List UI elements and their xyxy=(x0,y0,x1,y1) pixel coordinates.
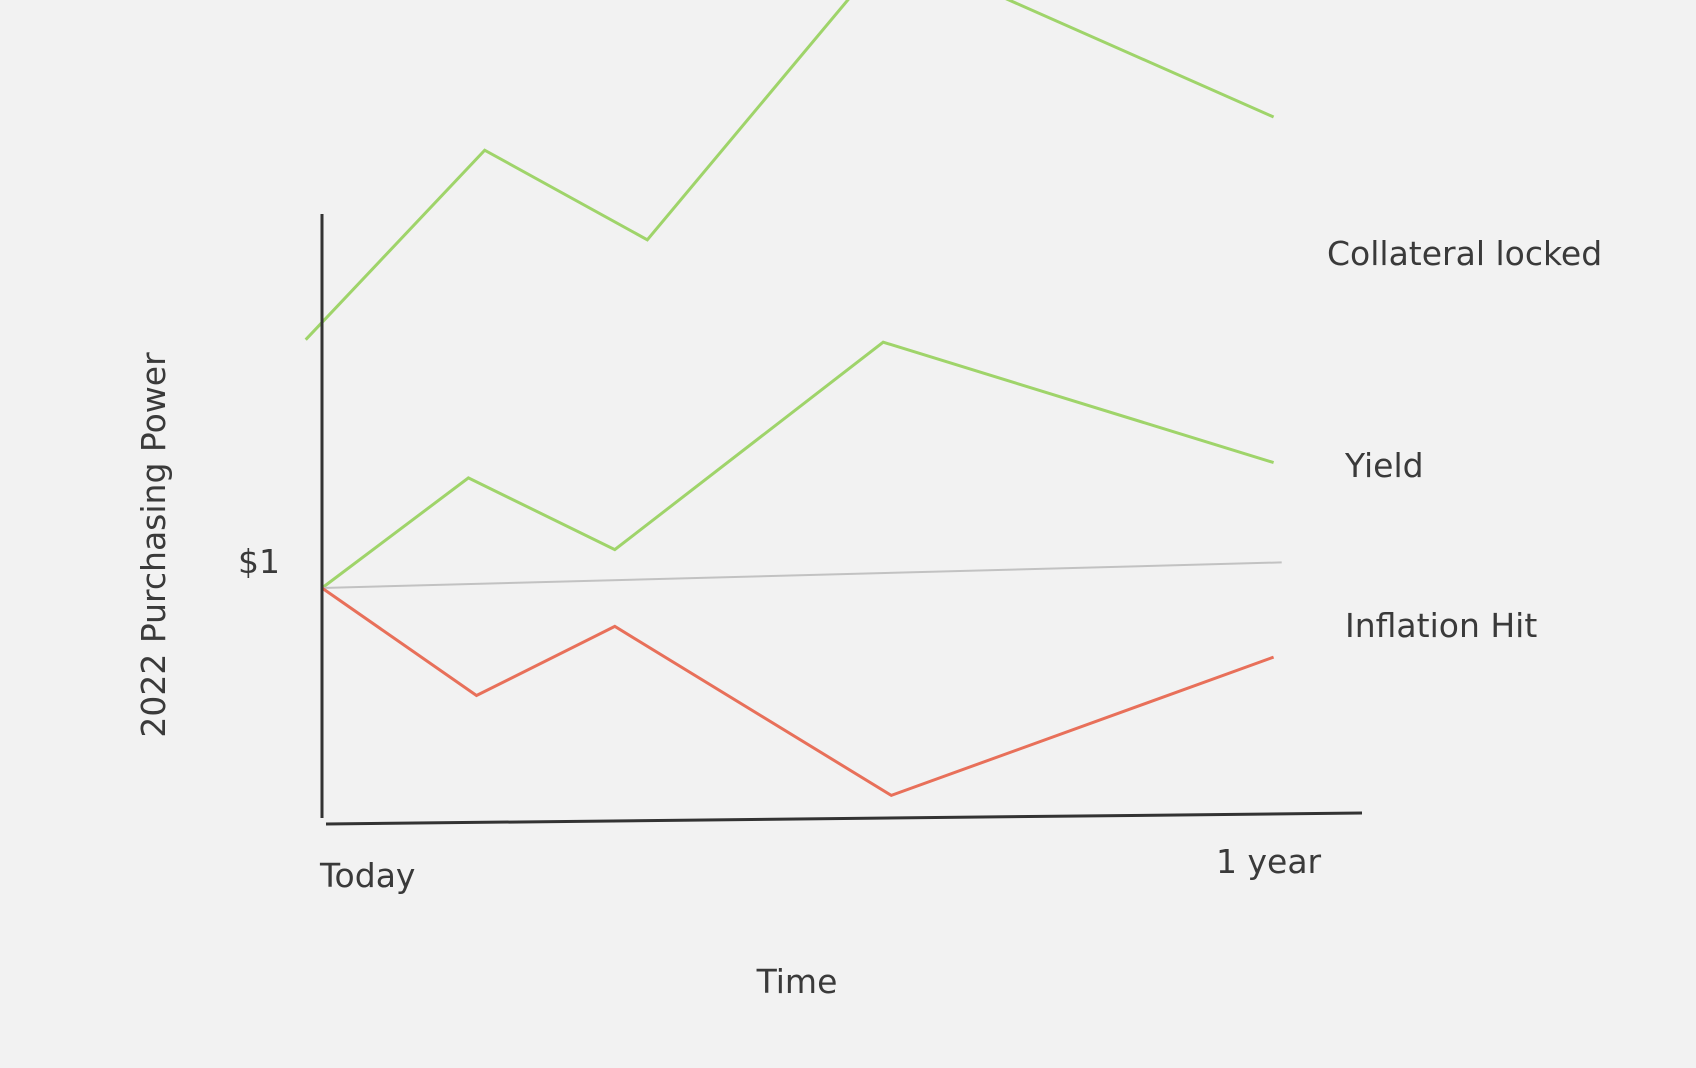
y-tick-label: $1 xyxy=(238,542,280,581)
series-label-yield: Yield xyxy=(1344,446,1424,485)
series-layer xyxy=(304,0,1282,798)
y-axis-title: 2022 Purchasing Power xyxy=(134,352,173,738)
series-label-inflation-hit: Inflation Hit xyxy=(1345,606,1537,645)
series-line-collateral-locked xyxy=(304,0,1275,341)
x-axis-title: Time xyxy=(756,962,838,1001)
x-axis xyxy=(325,811,1363,826)
series-line-inflation-hit xyxy=(321,586,1275,798)
series-line-yield xyxy=(321,340,1275,590)
series-label-collateral-locked: Collateral locked xyxy=(1327,234,1602,273)
x-tick-label-start: Today xyxy=(319,856,415,895)
series-line-baseline xyxy=(321,561,1282,589)
x-tick-label-end: 1 year xyxy=(1216,842,1322,881)
